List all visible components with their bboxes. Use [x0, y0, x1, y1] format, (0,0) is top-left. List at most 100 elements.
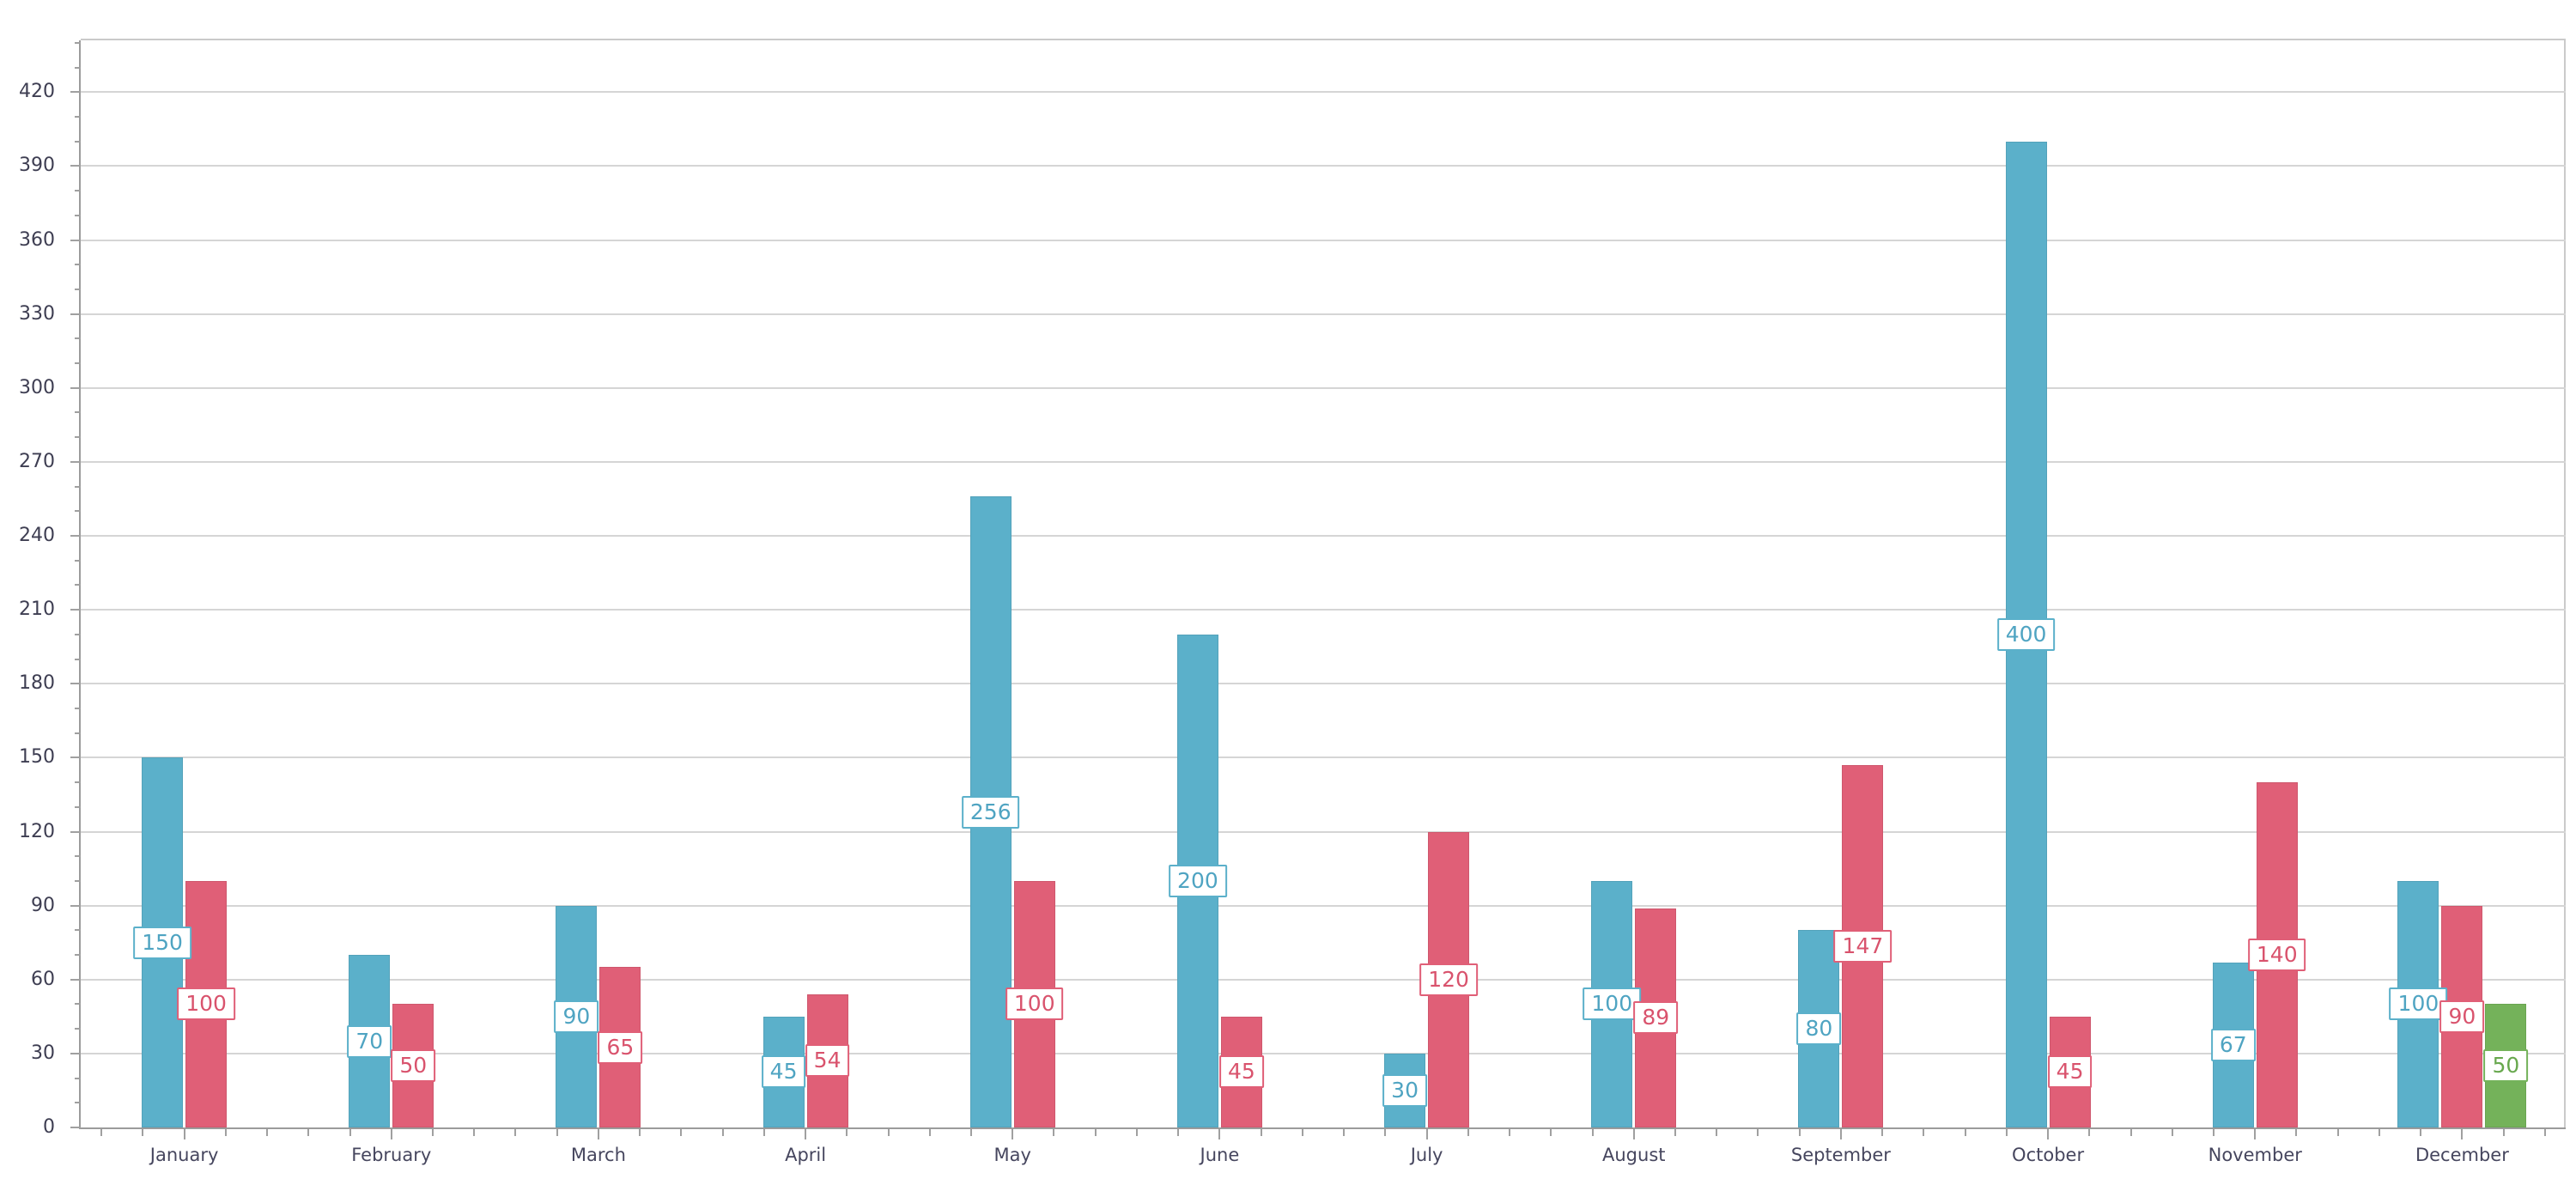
gridline-360 — [81, 239, 2566, 241]
y-axis-major-tick — [70, 535, 81, 538]
x-axis-major-tick — [1425, 1129, 1428, 1139]
y-axis-major-tick — [70, 165, 81, 167]
y-axis-label-150: 150 — [19, 746, 55, 769]
y-axis-label-60: 60 — [31, 968, 55, 990]
y-axis-label-360: 360 — [19, 228, 55, 251]
x-axis-minor-tick — [639, 1129, 641, 1136]
y-axis-minor-tick — [75, 707, 81, 709]
y-axis-minor-tick — [75, 805, 81, 808]
y-axis-minor-tick — [75, 190, 81, 192]
x-axis-minor-tick — [680, 1129, 683, 1136]
y-axis-minor-tick — [75, 140, 81, 143]
gridline-210 — [81, 609, 2566, 611]
x-axis-label-march: March — [570, 1145, 626, 1165]
gridline-270 — [81, 460, 2566, 463]
x-axis-minor-tick — [1343, 1129, 1346, 1136]
gridline-180 — [81, 683, 2566, 685]
x-axis-minor-tick — [1964, 1129, 1966, 1136]
rose-series-value-label-january: 100 — [177, 987, 235, 1021]
x-axis-minor-tick — [1591, 1129, 1594, 1136]
y-axis-minor-tick — [75, 559, 81, 562]
y-axis-minor-tick — [75, 1102, 81, 1104]
teal-series-value-label-may: 256 — [961, 795, 1020, 829]
x-axis-label-january: January — [149, 1145, 219, 1165]
x-axis-label-december: December — [2415, 1145, 2509, 1165]
x-axis-label-august: August — [1602, 1145, 1666, 1165]
x-axis-minor-tick — [970, 1129, 973, 1136]
x-axis-minor-tick — [556, 1129, 558, 1136]
x-axis-minor-tick — [1094, 1129, 1097, 1136]
teal-series-value-label-january: 150 — [133, 926, 191, 959]
y-axis-label-390: 390 — [19, 155, 55, 177]
x-axis-minor-tick — [2543, 1129, 2546, 1136]
y-axis-minor-tick — [75, 66, 81, 69]
y-axis-minor-tick — [75, 658, 81, 660]
y-axis-minor-tick — [75, 1077, 81, 1079]
teal-series-value-label-december: 100 — [2389, 987, 2448, 1021]
teal-series-value-label-april: 45 — [761, 1055, 806, 1089]
y-axis-minor-tick — [75, 214, 81, 216]
y-axis-minor-tick — [75, 485, 81, 488]
rose-series-value-label-september: 147 — [1833, 930, 1893, 963]
y-axis-minor-tick — [75, 633, 81, 635]
x-axis-minor-tick — [2213, 1129, 2215, 1136]
plot-border-top — [81, 39, 2566, 40]
rose-series-value-label-december: 90 — [2439, 1000, 2485, 1033]
y-axis-label-210: 210 — [19, 599, 55, 621]
y-axis-minor-tick — [75, 584, 81, 586]
x-axis-minor-tick — [1177, 1129, 1180, 1136]
gridline-120 — [81, 830, 2566, 833]
x-axis-minor-tick — [473, 1129, 476, 1136]
x-axis-minor-tick — [1550, 1129, 1552, 1136]
y-axis-major-tick — [70, 904, 81, 907]
rose-series-value-label-august: 89 — [1633, 1001, 1679, 1035]
teal-series-value-label-november: 67 — [2210, 1028, 2256, 1061]
rose-series-value-label-march: 65 — [598, 1030, 643, 1064]
y-axis-label-120: 120 — [19, 820, 55, 842]
y-axis-minor-tick — [75, 781, 81, 784]
x-axis-minor-tick — [1716, 1129, 1718, 1136]
x-axis-minor-tick — [1260, 1129, 1262, 1136]
y-axis-major-tick — [70, 239, 81, 241]
y-axis-minor-tick — [75, 362, 81, 365]
y-axis-label-330: 330 — [19, 302, 55, 325]
teal-series-value-label-july: 30 — [1382, 1073, 1427, 1107]
x-axis-minor-tick — [2171, 1129, 2173, 1136]
x-axis-minor-tick — [1923, 1129, 1925, 1136]
y-axis-minor-tick — [75, 337, 81, 340]
x-axis-major-tick — [183, 1129, 185, 1139]
plot-border-right — [2564, 39, 2566, 1129]
teal-series-value-label-june: 200 — [1169, 864, 1227, 897]
x-axis-minor-tick — [431, 1129, 434, 1136]
teal-series-value-label-march: 90 — [554, 1000, 599, 1033]
y-axis-major-tick — [70, 91, 81, 94]
x-axis-minor-tick — [1881, 1129, 1884, 1136]
x-axis-minor-tick — [1674, 1129, 1676, 1136]
x-axis-minor-tick — [1757, 1129, 1759, 1136]
x-axis-minor-tick — [1053, 1129, 1055, 1136]
x-axis-minor-tick — [2420, 1129, 2422, 1136]
x-axis-minor-tick — [1798, 1129, 1801, 1136]
gridline-30 — [81, 1052, 2566, 1054]
y-axis-major-tick — [70, 609, 81, 611]
x-axis-label-september: September — [1790, 1145, 1891, 1165]
x-axis-line — [79, 1127, 2566, 1129]
x-axis-minor-tick — [1509, 1129, 1511, 1136]
y-axis-minor-tick — [75, 411, 81, 414]
y-axis-label-0: 0 — [43, 1116, 55, 1138]
x-axis-minor-tick — [224, 1129, 227, 1136]
gridline-390 — [81, 165, 2566, 167]
y-axis-minor-tick — [75, 954, 81, 957]
x-axis-major-tick — [805, 1129, 807, 1139]
y-axis-minor-tick — [75, 510, 81, 513]
x-axis-label-october: October — [2012, 1145, 2085, 1165]
y-axis-minor-tick — [75, 436, 81, 439]
x-axis-major-tick — [1218, 1129, 1221, 1139]
y-axis-major-tick — [70, 1127, 81, 1128]
x-axis-major-tick — [2047, 1129, 2050, 1139]
x-axis-minor-tick — [1135, 1129, 1138, 1136]
x-axis-label-july: July — [1410, 1145, 1443, 1165]
x-axis-label-april: April — [785, 1145, 827, 1165]
y-axis-major-tick — [70, 757, 81, 759]
